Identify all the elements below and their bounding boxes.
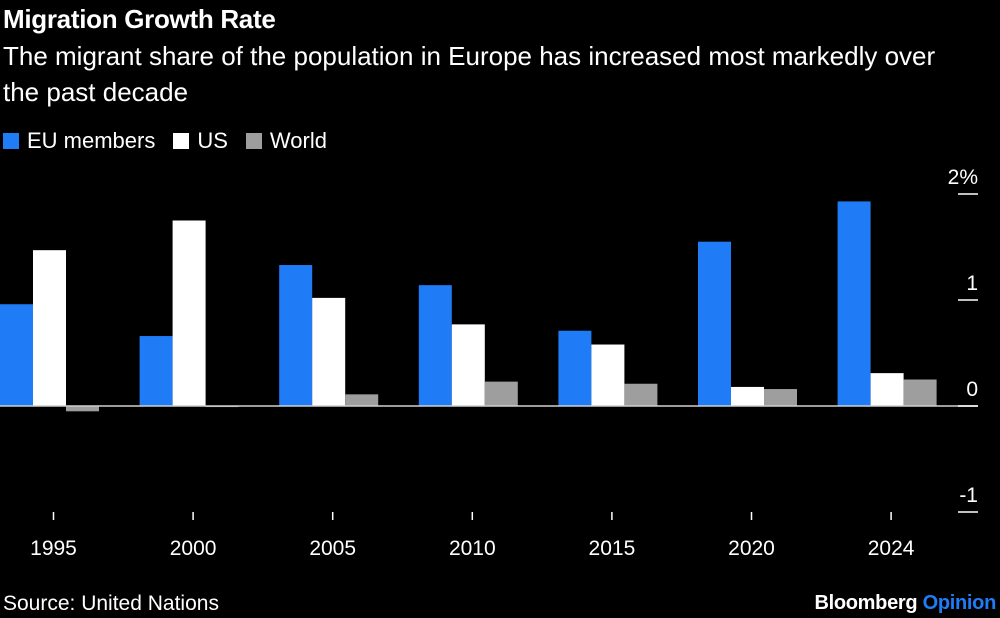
legend-item-us: US xyxy=(173,128,228,154)
bar-us-2020 xyxy=(731,386,764,406)
bar-eu-2020 xyxy=(698,241,731,406)
legend-swatch-world xyxy=(245,133,262,149)
legend: EU members US World xyxy=(3,128,345,154)
x-tick-label-2020: 2020 xyxy=(728,537,775,560)
brand-suffix: Opinion xyxy=(922,592,997,614)
legend-item-eu: EU members xyxy=(3,128,155,154)
legend-swatch-eu xyxy=(3,133,19,149)
legend-item-world: World xyxy=(245,128,327,154)
bar-us-2005 xyxy=(312,297,346,406)
legend-swatch-us xyxy=(173,133,190,149)
y-tick-label-1: 1 xyxy=(966,272,978,295)
bar-us-2015 xyxy=(591,344,625,406)
bar-us-2010 xyxy=(451,324,485,406)
source-note: Source: United Nations xyxy=(3,592,219,615)
bar-world-2005 xyxy=(345,394,379,406)
brand-name: Bloomberg xyxy=(814,592,918,614)
bar-world-1995 xyxy=(66,406,99,412)
bar-eu-2015 xyxy=(558,330,592,406)
bar-us-2000 xyxy=(172,220,206,406)
chart-title: Migration Growth Rate xyxy=(3,4,276,34)
x-tick-label-1995: 1995 xyxy=(30,537,77,560)
bar-us-2024 xyxy=(870,373,904,406)
y-tick-label--1: -1 xyxy=(959,484,978,507)
bar-world-2010 xyxy=(484,381,518,406)
bar-eu-2000 xyxy=(139,336,173,406)
x-tick-label-2005: 2005 xyxy=(309,537,356,560)
bar-world-2024 xyxy=(903,379,937,406)
bar-world-2020 xyxy=(764,389,797,406)
bar-eu-2010 xyxy=(418,285,452,406)
bar-eu-2005 xyxy=(279,265,313,406)
x-tick-label-2000: 2000 xyxy=(170,537,217,560)
bar-world-2015 xyxy=(624,383,658,406)
brand-logo: Bloomberg Opinion xyxy=(814,592,996,615)
bar-eu-1995 xyxy=(0,304,33,406)
legend-label-eu: EU members xyxy=(27,128,156,153)
bar-eu-2024 xyxy=(837,201,871,406)
x-tick-label-2015: 2015 xyxy=(589,537,636,560)
legend-label-world: World xyxy=(269,128,327,153)
x-tick-label-2010: 2010 xyxy=(449,537,496,560)
y-tick-label-2: 2% xyxy=(948,166,978,189)
x-tick-label-2024: 2024 xyxy=(868,537,915,560)
bar-us-1995 xyxy=(33,250,66,406)
chart-subtitle: The migrant share of the population in E… xyxy=(3,41,936,107)
legend-label-us: US xyxy=(197,128,228,153)
y-tick-label-0: 0 xyxy=(966,378,978,401)
